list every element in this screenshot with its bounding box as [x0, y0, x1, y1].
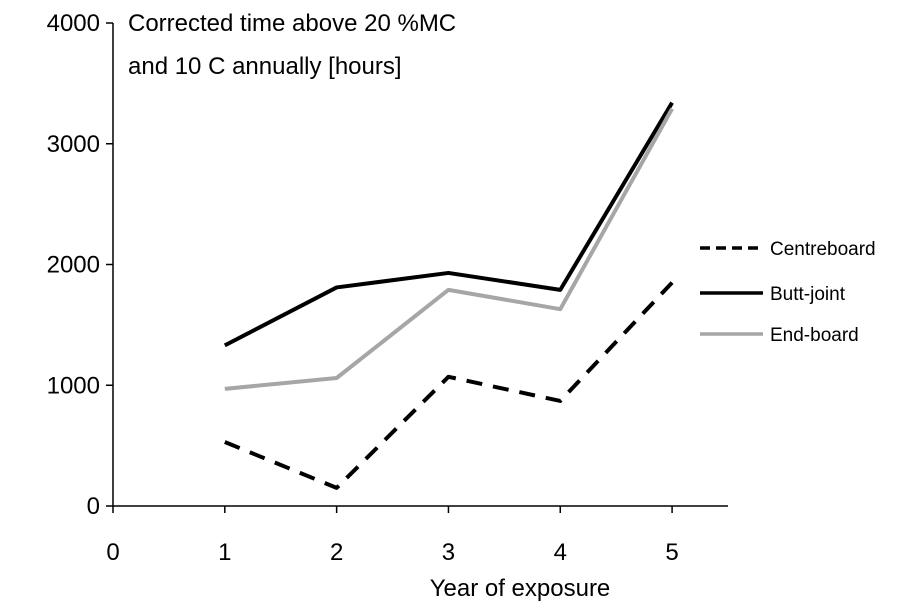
legend: Centreboard Butt-joint End-board	[700, 239, 876, 346]
x-tick-label: 5	[665, 539, 678, 566]
legend-label: Centreboard	[770, 239, 876, 260]
x-tick-label: 4	[554, 539, 567, 566]
x-axis-title: Year of exposure	[430, 575, 611, 602]
plot-area: 0 1000 2000 3000 4000 0 1 2 3 4 5	[47, 10, 728, 566]
y-tick-label: 4000	[47, 10, 100, 37]
y-tick-label: 0	[87, 493, 100, 520]
legend-label: End-board	[770, 325, 859, 346]
y-tick-label: 2000	[47, 252, 100, 279]
x-tick-label: 2	[330, 539, 343, 566]
x-tick-label: 1	[218, 539, 231, 566]
x-tick-label: 3	[442, 539, 455, 566]
legend-label: Butt-joint	[770, 284, 846, 305]
chart-title-line-1: Corrected time above 20 %MC	[128, 10, 456, 37]
x-tick-label: 0	[106, 539, 119, 566]
series-line-end-board	[224, 107, 674, 391]
chart-title-line-2: and 10 C annually [hours]	[128, 53, 402, 80]
y-tick-label: 3000	[47, 131, 100, 158]
series-lines	[223, 101, 674, 490]
series-line-centreboard	[224, 281, 674, 490]
series-line-butt-joint	[223, 101, 674, 348]
x-axis-ticks: 0 1 2 3 4 5	[106, 506, 679, 566]
y-axis-ticks: 0 1000 2000 3000 4000	[47, 10, 113, 520]
y-tick-label: 1000	[47, 372, 100, 399]
